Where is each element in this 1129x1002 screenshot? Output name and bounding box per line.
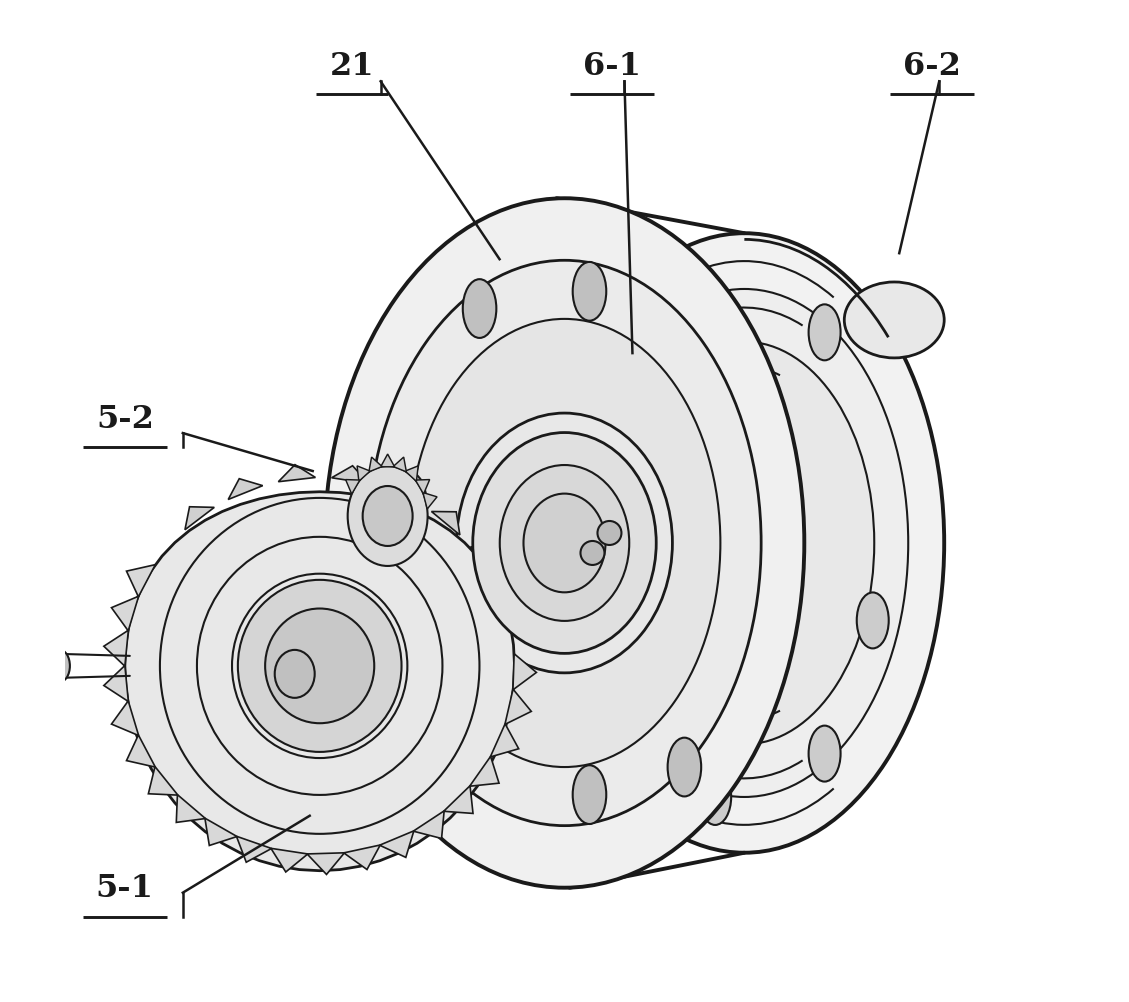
Polygon shape (369, 457, 382, 472)
Ellipse shape (544, 233, 944, 853)
Polygon shape (490, 723, 518, 757)
Ellipse shape (699, 769, 732, 825)
Text: 6-2: 6-2 (903, 51, 961, 82)
Text: 21: 21 (330, 51, 374, 82)
Polygon shape (104, 665, 129, 701)
Ellipse shape (580, 289, 908, 797)
Polygon shape (204, 819, 237, 846)
Polygon shape (431, 511, 460, 535)
Ellipse shape (463, 280, 497, 338)
Polygon shape (413, 811, 444, 839)
Polygon shape (498, 591, 519, 625)
Polygon shape (384, 482, 418, 503)
Polygon shape (185, 507, 215, 530)
Ellipse shape (456, 413, 673, 673)
Ellipse shape (500, 465, 629, 621)
Ellipse shape (597, 521, 621, 545)
Ellipse shape (238, 580, 402, 752)
Ellipse shape (348, 466, 428, 566)
Polygon shape (345, 480, 360, 494)
Polygon shape (126, 564, 156, 597)
Text: 5-2: 5-2 (96, 404, 154, 435)
Polygon shape (470, 757, 499, 787)
Polygon shape (125, 492, 515, 871)
Ellipse shape (667, 737, 701, 797)
Polygon shape (228, 479, 263, 499)
Text: 5-1: 5-1 (96, 873, 154, 904)
Ellipse shape (393, 472, 427, 531)
Ellipse shape (325, 198, 804, 888)
Polygon shape (112, 700, 139, 735)
Polygon shape (126, 734, 156, 768)
Ellipse shape (368, 261, 761, 826)
Polygon shape (307, 853, 344, 875)
Polygon shape (279, 465, 315, 482)
Polygon shape (104, 630, 129, 666)
Polygon shape (236, 837, 272, 862)
Ellipse shape (857, 592, 889, 648)
Polygon shape (405, 466, 418, 481)
Polygon shape (513, 653, 536, 689)
Ellipse shape (505, 472, 624, 614)
Ellipse shape (362, 486, 412, 546)
Ellipse shape (274, 650, 315, 697)
Ellipse shape (572, 766, 606, 824)
Ellipse shape (808, 305, 841, 361)
Ellipse shape (580, 541, 604, 565)
Polygon shape (415, 480, 430, 494)
Ellipse shape (844, 282, 944, 358)
Polygon shape (343, 845, 380, 870)
Ellipse shape (409, 319, 720, 768)
Polygon shape (344, 525, 540, 687)
Polygon shape (471, 547, 495, 577)
Polygon shape (393, 457, 406, 472)
Text: 6-1: 6-1 (584, 51, 641, 82)
Polygon shape (112, 596, 139, 631)
Ellipse shape (50, 650, 70, 681)
Polygon shape (379, 831, 414, 858)
Ellipse shape (808, 725, 841, 782)
Ellipse shape (614, 342, 874, 744)
Polygon shape (148, 767, 178, 796)
Polygon shape (332, 466, 368, 483)
Ellipse shape (265, 608, 374, 723)
Polygon shape (380, 454, 394, 467)
Polygon shape (423, 493, 437, 509)
Polygon shape (357, 466, 370, 481)
Ellipse shape (480, 442, 649, 644)
Ellipse shape (473, 433, 656, 653)
Polygon shape (505, 689, 532, 724)
Polygon shape (444, 786, 473, 814)
Polygon shape (176, 795, 205, 823)
Polygon shape (271, 849, 308, 872)
Ellipse shape (572, 262, 606, 321)
Ellipse shape (524, 494, 605, 592)
